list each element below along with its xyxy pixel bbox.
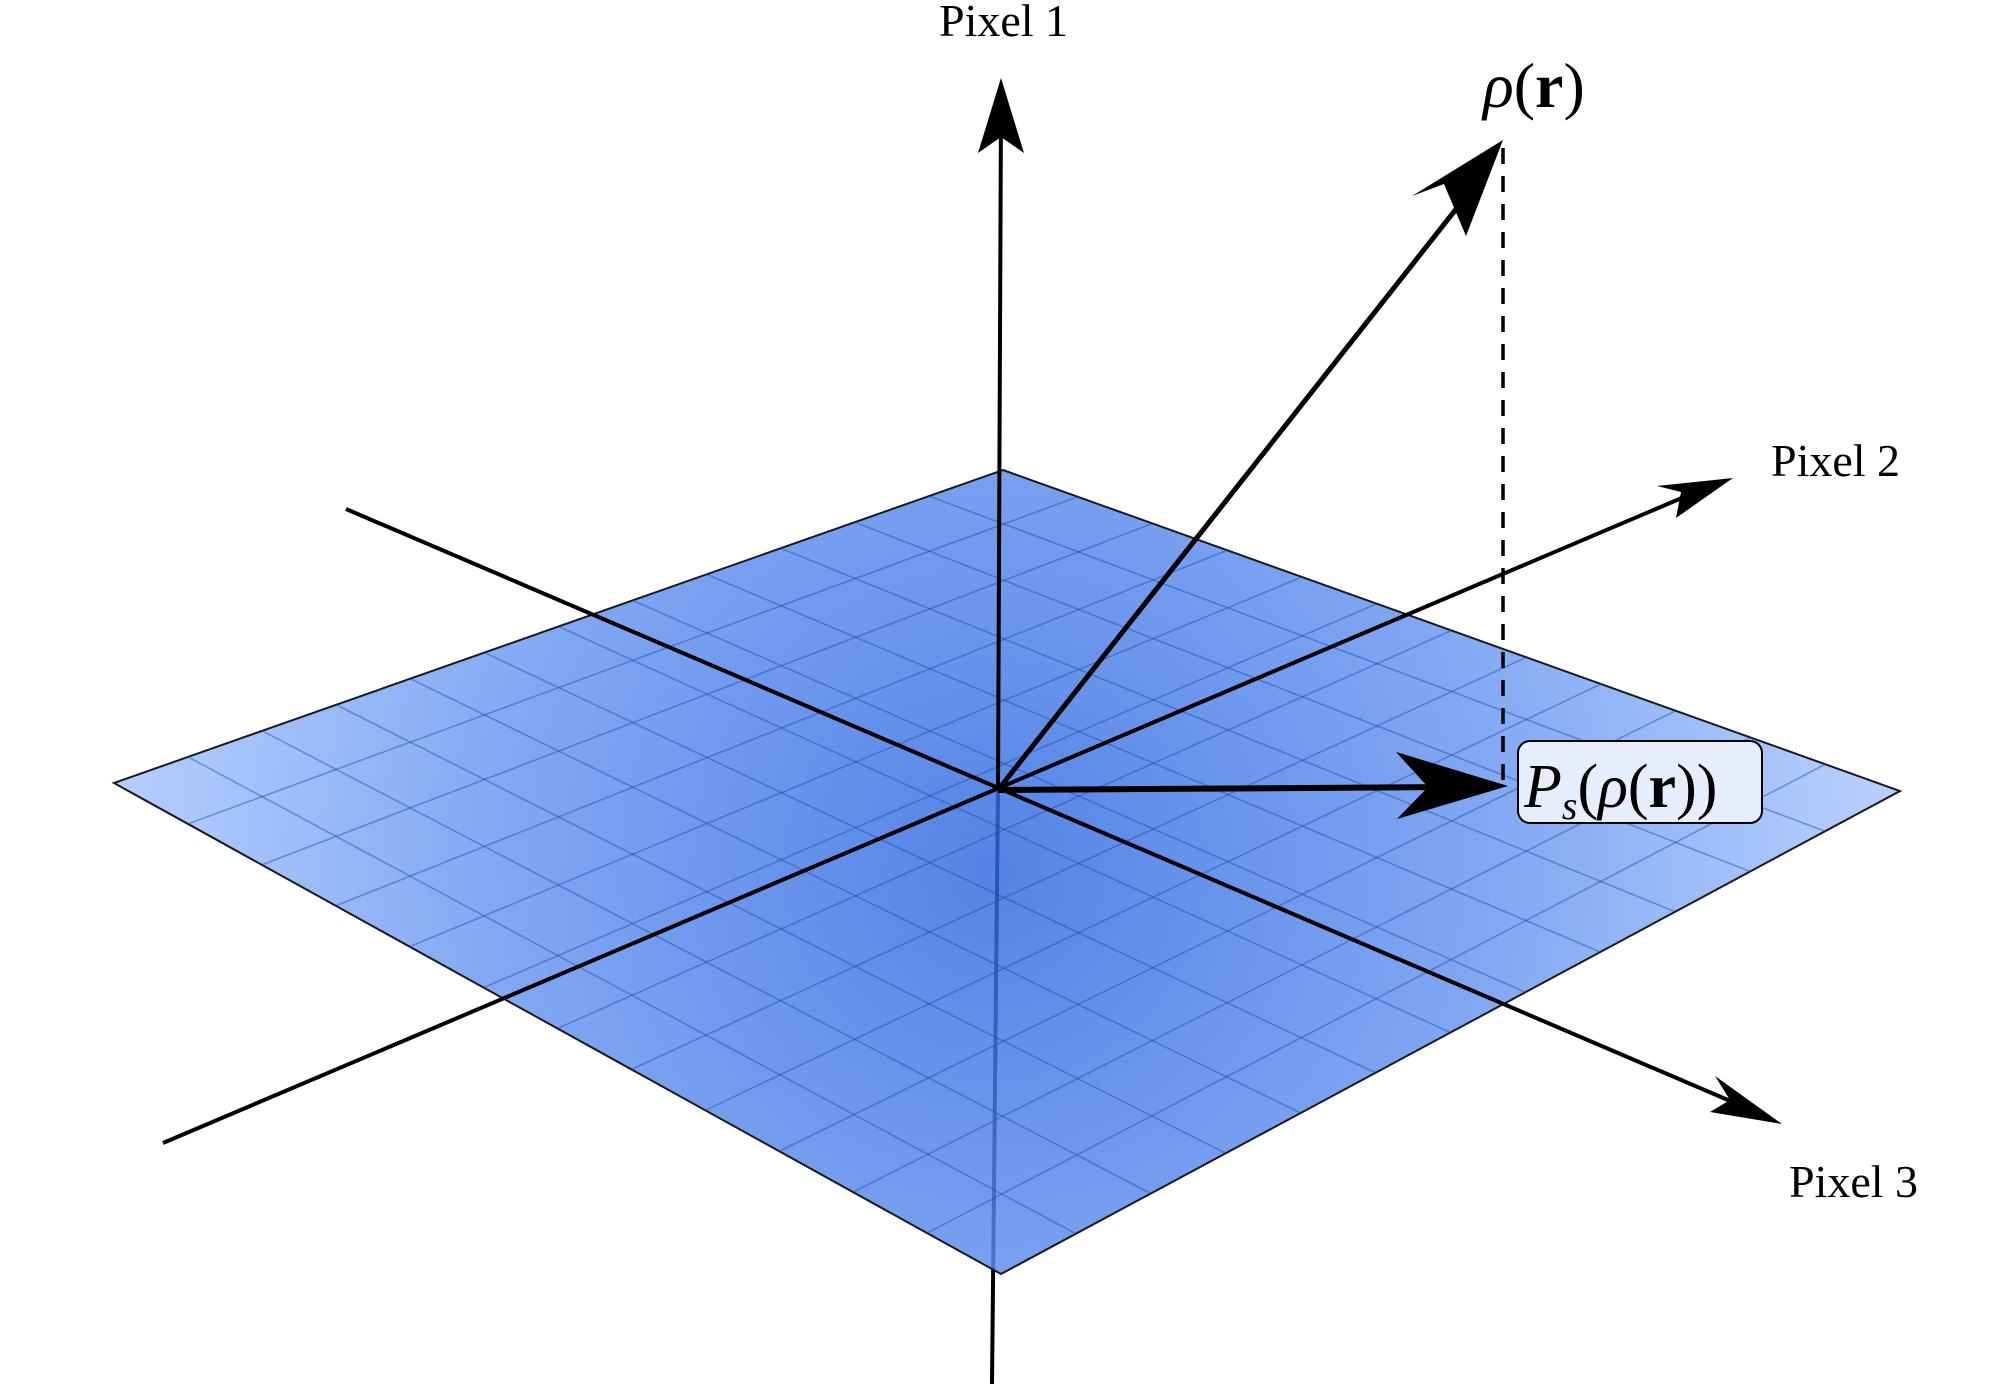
projection-bold-r: r bbox=[1649, 753, 1677, 821]
pixel1-axis-upper bbox=[996, 109, 1003, 791]
grid-line bbox=[780, 547, 1676, 913]
pixel3-axis bbox=[345, 507, 1771, 1120]
arrowhead-icon bbox=[1657, 478, 1733, 518]
subspace-plane bbox=[111, 468, 1903, 1276]
grid-line bbox=[926, 763, 1826, 1234]
projection-vector bbox=[997, 784, 1451, 793]
projection-label-box bbox=[1517, 740, 1763, 824]
grid-line bbox=[409, 576, 1303, 948]
grid-line bbox=[704, 683, 1602, 1112]
projection-label: Ps(ρ(r)) bbox=[1523, 753, 1717, 828]
grid-line bbox=[632, 599, 1526, 993]
grid-line bbox=[187, 756, 1077, 1235]
projection-operator: P bbox=[1523, 753, 1562, 821]
grid-line bbox=[483, 603, 1378, 989]
rho-close-paren: ) bbox=[1563, 50, 1584, 121]
grid-line bbox=[631, 656, 1527, 1071]
rho-label: ρ(r) bbox=[1481, 50, 1585, 121]
pixel2-label: Pixel 2 bbox=[1771, 435, 1900, 486]
arrowhead-icon bbox=[978, 78, 1024, 153]
projection-rho-symbol: ρ bbox=[1596, 753, 1628, 821]
rho-open-paren: ( bbox=[1514, 50, 1535, 121]
grid-line bbox=[484, 651, 1376, 1074]
grid-line bbox=[261, 730, 1152, 1195]
grid-line bbox=[706, 573, 1601, 953]
grid-line bbox=[261, 522, 1153, 866]
pixel3-label: Pixel 3 bbox=[1789, 1156, 1918, 1207]
projection-close-paren-outer: ) bbox=[1697, 753, 1718, 821]
projection-subscript: s bbox=[1562, 783, 1578, 828]
pixel2-axis bbox=[162, 484, 1711, 1145]
pixel1-label: Pixel 1 bbox=[939, 0, 1068, 46]
grid-line bbox=[409, 677, 1302, 1114]
arrowhead-icon bbox=[1710, 1076, 1782, 1124]
grid-line bbox=[558, 625, 1451, 1034]
rho-vector bbox=[996, 183, 1477, 792]
grid-line bbox=[187, 495, 1079, 825]
arrowhead-icon bbox=[1412, 140, 1503, 236]
rho-symbol: ρ bbox=[1481, 50, 1514, 121]
plane-grid bbox=[187, 495, 1826, 1235]
arrowhead-icon bbox=[1396, 752, 1508, 819]
projection-close-paren-inner: ) bbox=[1676, 753, 1697, 821]
rho-bold-r: r bbox=[1535, 50, 1563, 121]
grid-line bbox=[335, 549, 1228, 907]
projection-open-paren-inner: ( bbox=[1628, 753, 1649, 821]
grid-line bbox=[557, 629, 1452, 1030]
grid-line bbox=[335, 704, 1227, 1154]
projection-open-paren-outer: ( bbox=[1577, 753, 1598, 821]
